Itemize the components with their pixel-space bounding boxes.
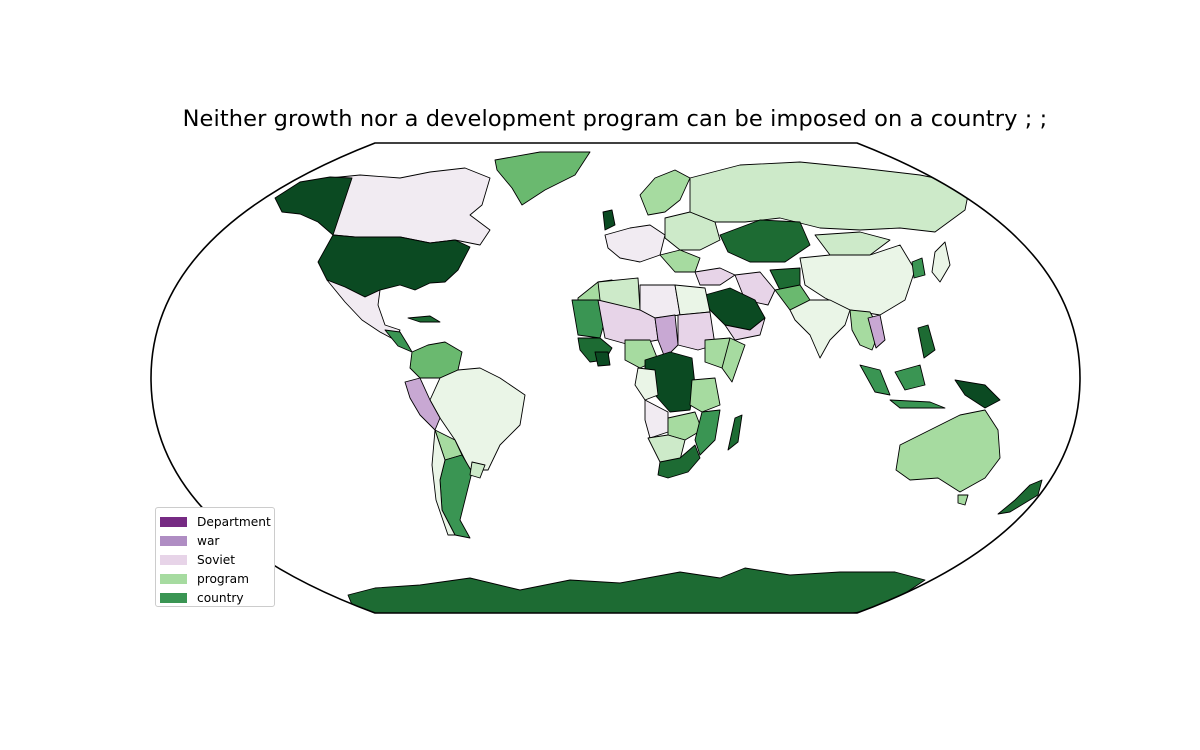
legend-label: program bbox=[197, 571, 250, 586]
country-kenya-tanzania bbox=[689, 377, 721, 413]
country-balkans bbox=[659, 249, 701, 273]
country-greenland bbox=[494, 151, 591, 206]
legend-swatch bbox=[160, 535, 187, 546]
country-peru bbox=[404, 377, 441, 431]
country-japan bbox=[931, 241, 951, 283]
legend-label: war bbox=[197, 533, 220, 548]
country-zambia bbox=[667, 411, 703, 441]
country-malaysia-indonesia bbox=[859, 364, 946, 409]
country-uruguay bbox=[469, 461, 486, 479]
country-mozambique bbox=[694, 409, 721, 456]
legend-swatch bbox=[160, 592, 187, 603]
legend-item: Soviet bbox=[160, 550, 274, 569]
country-yemen-oman bbox=[724, 317, 766, 341]
country-angola bbox=[644, 399, 669, 439]
country-new-zealand bbox=[997, 479, 1043, 515]
country-korea bbox=[911, 257, 926, 279]
legend-swatch bbox=[160, 573, 187, 584]
legend-label: country bbox=[197, 590, 244, 605]
country-chad bbox=[654, 314, 679, 359]
country-vietnam-laos bbox=[867, 314, 886, 349]
country-tasmania bbox=[957, 494, 969, 506]
legend-swatch bbox=[160, 554, 187, 565]
country-canada bbox=[329, 167, 491, 246]
country-central-america bbox=[384, 329, 413, 353]
country-australia bbox=[895, 409, 1001, 493]
country-russia bbox=[689, 161, 971, 233]
country-kazakhstan bbox=[719, 219, 811, 263]
legend-label: Department bbox=[197, 514, 271, 529]
country-congo-gabon bbox=[634, 367, 659, 401]
country-namibia-botswana bbox=[647, 434, 686, 463]
legend-swatch bbox=[160, 516, 187, 527]
map-title: Neither growth nor a development program… bbox=[182, 106, 1048, 132]
country-china bbox=[799, 244, 916, 316]
legend: Department war Soviet program country bbox=[155, 507, 275, 607]
country-mongolia bbox=[814, 231, 891, 256]
legend-label: Soviet bbox=[197, 552, 236, 567]
country-mexico bbox=[326, 279, 401, 341]
country-antarctica bbox=[347, 567, 926, 613]
country-scandinavia bbox=[639, 169, 691, 216]
legend-item: program bbox=[160, 569, 274, 588]
legend-item: war bbox=[160, 531, 274, 550]
country-india bbox=[789, 299, 851, 359]
country-madagascar bbox=[727, 414, 743, 451]
country-egypt bbox=[674, 284, 711, 316]
country-papua bbox=[954, 379, 1001, 409]
country-uk bbox=[602, 209, 616, 231]
legend-item: country bbox=[160, 588, 274, 607]
country-south-africa bbox=[657, 444, 701, 479]
country-ghana-coast bbox=[594, 351, 611, 367]
legend-item: Department bbox=[160, 512, 274, 531]
country-western-europe bbox=[604, 224, 666, 263]
country-cuba bbox=[407, 315, 441, 323]
country-mauritania bbox=[571, 299, 606, 339]
country-somalia bbox=[721, 337, 746, 383]
country-turkey bbox=[694, 267, 736, 286]
country-philippines bbox=[917, 324, 936, 359]
country-chile bbox=[431, 429, 456, 536]
globe-outline bbox=[150, 142, 1081, 614]
